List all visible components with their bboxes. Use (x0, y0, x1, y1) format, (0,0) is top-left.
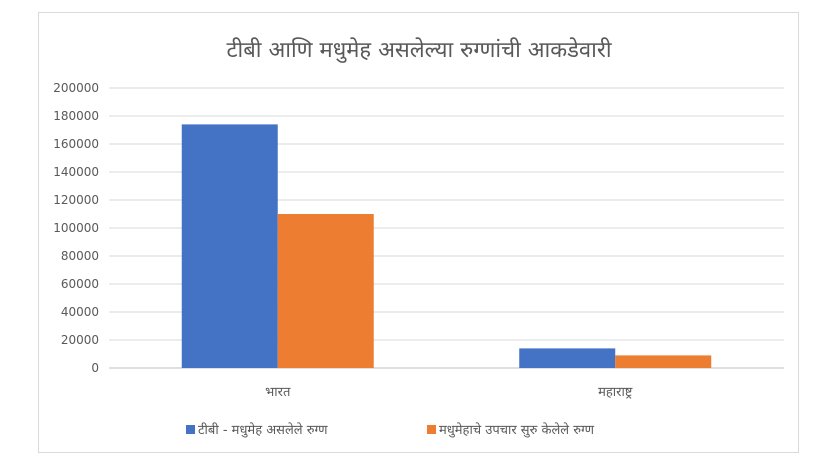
y-tick-label: 200000 (53, 81, 99, 95)
y-axis-ticks: 0 20000 40000 60000 80000 100000 120000 140000 1… (53, 81, 99, 375)
x-category-label: भारत (265, 385, 291, 400)
bar-chart: टीबी आणि मधुमेह असलेल्या रुग्णांची आकडेव… (53, 37, 784, 438)
y-tick-label: 40000 (61, 305, 99, 319)
y-tick-label: 80000 (61, 249, 99, 263)
y-tick-label: 140000 (53, 165, 99, 179)
legend-swatch (427, 425, 436, 434)
legend: टीबी - मधुमेह असलेले रुग्ण मधुमेहाचे उपचा… (186, 422, 595, 438)
x-axis-categories: भारत महाराष्ट्र (265, 385, 633, 400)
y-tick-label: 100000 (53, 221, 99, 235)
y-tick-label: 180000 (53, 109, 99, 123)
y-tick-label: 160000 (53, 137, 99, 151)
legend-label: मधुमेहाचे उपचार सुरु केलेले रुग्ण (439, 422, 595, 438)
bar-1-1 (181, 124, 278, 369)
y-tick-label: 60000 (61, 277, 99, 291)
x-category-label: महाराष्ट्र (598, 385, 633, 400)
y-tick-label: 120000 (53, 193, 99, 207)
legend-label: टीबी - मधुमेह असलेले रुग्ण (198, 422, 328, 438)
bars (181, 124, 712, 369)
bar-2-2 (615, 355, 712, 368)
bar-1-2 (519, 348, 616, 368)
chart-title: टीबी आणि मधुमेह असलेल्या रुग्णांची आकडेव… (226, 37, 611, 63)
y-tick-label: 20000 (61, 333, 99, 347)
chart-frame: टीबी आणि मधुमेह असलेल्या रुग्णांची आकडेव… (38, 12, 799, 453)
bar-2-1 (277, 214, 374, 368)
legend-swatch (186, 425, 195, 434)
y-tick-label: 0 (91, 361, 99, 375)
